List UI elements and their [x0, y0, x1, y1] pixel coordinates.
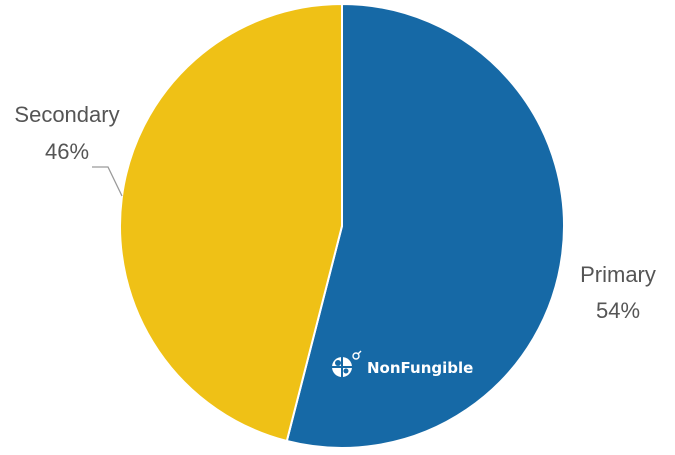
- pie-slice-secondary: [119, 2, 343, 443]
- slice-percent-primary: 54%: [596, 298, 640, 323]
- leader-lines-layer: [92, 166, 123, 197]
- leader-line-secondary: [92, 166, 123, 197]
- labels-layer: Primary 54% Secondary 46%: [14, 102, 655, 323]
- pie-slice-primary: [285, 2, 565, 449]
- slice-label-primary: Primary: [580, 262, 656, 287]
- slice-percent-secondary: 46%: [45, 139, 89, 164]
- slice-label-secondary: Secondary: [14, 102, 119, 127]
- slices-layer: [119, 2, 565, 449]
- nonfungible-logo-icon: [332, 350, 362, 377]
- watermark-text: NonFungible: [367, 359, 473, 377]
- watermark: NonFungible: [332, 350, 473, 377]
